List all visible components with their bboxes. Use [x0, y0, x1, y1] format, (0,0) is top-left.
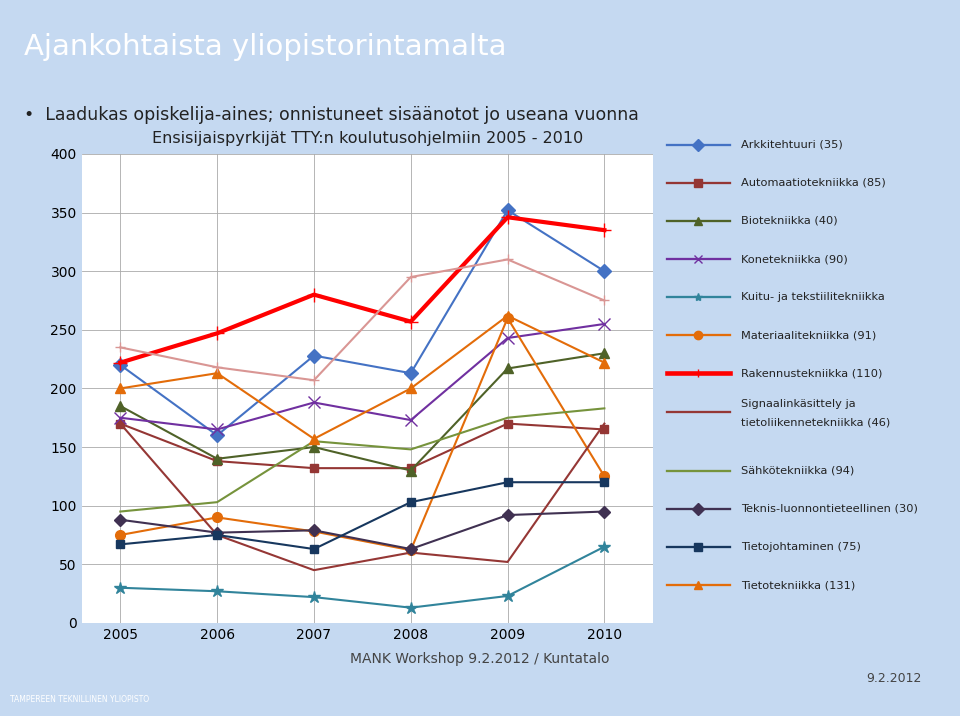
Text: 9.2.2012: 9.2.2012 — [866, 672, 922, 685]
Text: Kuitu- ja tekstiilitekniikka: Kuitu- ja tekstiilitekniikka — [741, 292, 884, 302]
Text: TAMPEREEN TEKNILLINEN YLIOPISTO: TAMPEREEN TEKNILLINEN YLIOPISTO — [10, 695, 149, 705]
Text: Materiaalitekniikka (91): Materiaalitekniikka (91) — [741, 330, 876, 340]
Text: Arkkitehtuuri (35): Arkkitehtuuri (35) — [741, 140, 843, 150]
Text: tietoliikennetekniikka (46): tietoliikennetekniikka (46) — [741, 417, 890, 427]
Text: MANK Workshop 9.2.2012 / Kuntatalo: MANK Workshop 9.2.2012 / Kuntatalo — [350, 652, 610, 667]
Text: Tietojohtaminen (75): Tietojohtaminen (75) — [741, 542, 861, 552]
Text: •  Laadukas opiskelija-aines; onnistuneet sisäänotot jo useana vuonna: • Laadukas opiskelija-aines; onnistuneet… — [24, 105, 638, 124]
Text: Automaatiotekniikka (85): Automaatiotekniikka (85) — [741, 178, 885, 188]
Text: Tietotekniikka (131): Tietotekniikka (131) — [741, 580, 855, 590]
Title: Ensisijaispyrkijät TTY:n koulutusohjelmiin 2005 - 2010: Ensisijaispyrkijät TTY:n koulutusohjelmi… — [152, 131, 583, 146]
Text: Konetekniikka (90): Konetekniikka (90) — [741, 254, 848, 264]
Text: Signaalinkäsittely ja: Signaalinkäsittely ja — [741, 399, 855, 409]
Text: Ajankohtaista yliopistorintamalta: Ajankohtaista yliopistorintamalta — [24, 33, 507, 62]
Text: Sähkötekniikka (94): Sähkötekniikka (94) — [741, 466, 854, 476]
Text: Teknis-luonnontieteellinen (30): Teknis-luonnontieteellinen (30) — [741, 504, 918, 514]
Text: Biotekniikka (40): Biotekniikka (40) — [741, 216, 837, 226]
Text: Rakennustekniikka (110): Rakennustekniikka (110) — [741, 369, 882, 379]
